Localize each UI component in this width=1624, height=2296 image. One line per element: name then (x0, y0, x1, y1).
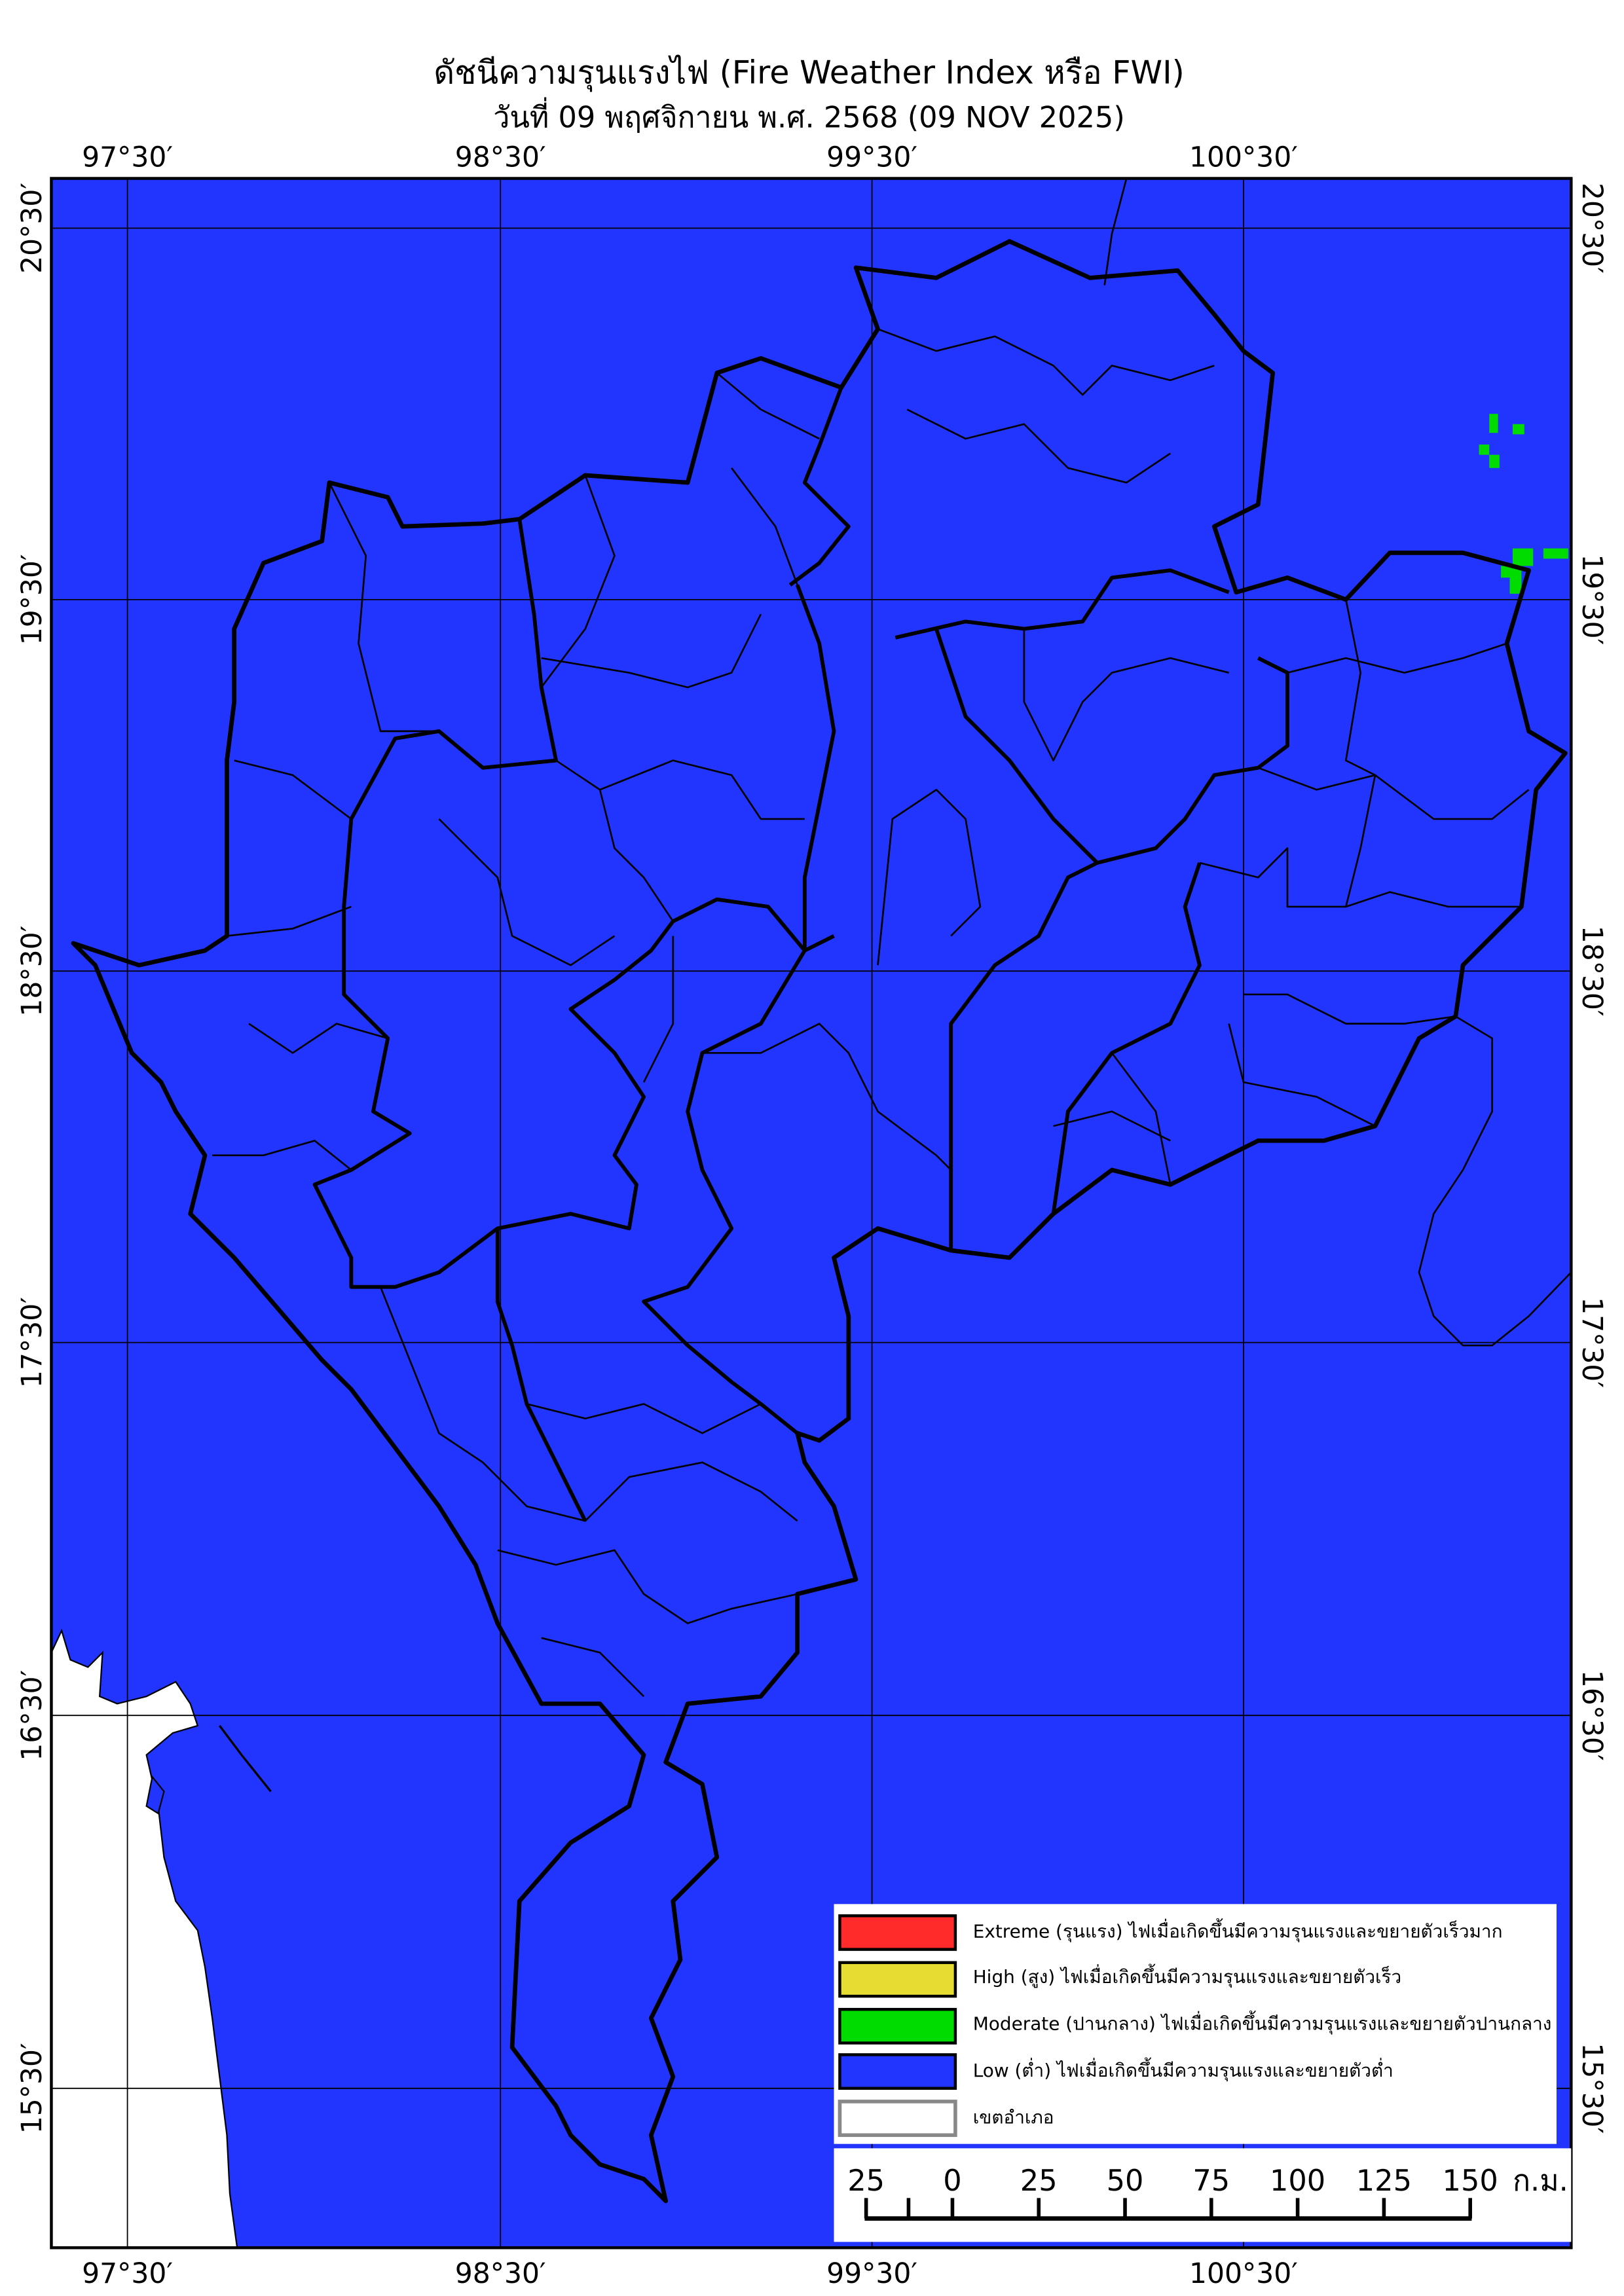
scale-tick-label: 125 (1356, 2164, 1412, 2198)
legend-label-district: เขตอำเภอ (973, 2106, 1054, 2128)
legend-label-high: High (สูง) ไฟเมื่อเกิดขึ้นมีความรุนแรงแล… (973, 1963, 1402, 1988)
lon-label-bottom: 99°30′ (826, 2258, 917, 2290)
lat-label-left: 19°30′ (16, 554, 48, 645)
scale-tick-label: 25 (1020, 2164, 1058, 2198)
legend-label-extreme: Extreme (รุนแรง) ไฟเมื่อเกิดขึ้นมีความรุ… (973, 1918, 1503, 1943)
legend: Extreme (รุนแรง) ไฟเมื่อเกิดขึ้นมีความรุ… (834, 1904, 1557, 2144)
scale-bar-box (834, 2148, 1572, 2242)
map-title: ดัชนีความรุนแรงไฟ (Fire Weather Index หร… (434, 53, 1184, 92)
moderate-fwi-pixels (1479, 414, 1568, 594)
scale-tick-label: 25 (847, 2164, 885, 2198)
longitude-labels: 97°30′ 98°30′ 99°30′ 100°30′ 97°30′ 98°3… (82, 142, 1298, 2290)
lon-label-bottom: 97°30′ (82, 2258, 173, 2290)
lat-label-left: 20°30′ (16, 183, 48, 274)
lon-label-bottom: 100°30′ (1189, 2258, 1298, 2290)
low-fwi-area (51, 178, 1572, 2248)
lat-label-right: 19°30′ (1576, 554, 1608, 645)
scale-tick-label: 75 (1192, 2164, 1230, 2198)
legend-label-moderate: Moderate (ปานกลาง) ไฟเมื่อเกิดขึ้นมีความ… (973, 2010, 1552, 2035)
scale-unit-label: ก.ม. (1513, 2164, 1568, 2198)
scale-tick-label: 150 (1443, 2164, 1498, 2198)
lat-label-right: 17°30′ (1576, 1297, 1608, 1388)
lon-label-bottom: 98°30′ (455, 2258, 546, 2290)
river-line (218, 1724, 272, 1793)
lon-label-top: 99°30′ (826, 142, 917, 174)
map-frame (50, 178, 1572, 2249)
latitude-labels: 20°30′ 19°30′ 18°30′ 17°30′ 16°30′ 15°30… (16, 183, 1608, 2134)
legend-swatch-high (838, 1961, 957, 1998)
scale-tick-label: 50 (1107, 2164, 1144, 2198)
district-boundaries (212, 178, 1572, 1698)
map-subtitle: วันที่ 09 พฤศจิกายน พ.ศ. 2568 (09 NOV 20… (493, 97, 1124, 134)
lat-label-right: 15°30′ (1576, 2043, 1608, 2134)
map-border (50, 177, 1573, 2250)
lat-label-left: 18°30′ (16, 926, 48, 1017)
legend-label-low: Low (ต่ำ) ไฟเมื่อเกิดขึ้นมีความรุนแรงและ… (973, 2057, 1393, 2082)
lat-label-left: 15°30′ (16, 2043, 48, 2134)
lat-label-right: 16°30′ (1576, 1670, 1608, 1761)
province-boundary (71, 239, 1568, 2204)
lon-label-top: 100°30′ (1189, 142, 1298, 174)
scale-tick-label: 0 (943, 2164, 961, 2198)
scale-bar: 25 0 25 50 75 100 125 150 ก.ม. (834, 2148, 1572, 2242)
legend-swatch-low (838, 2053, 957, 2090)
lat-label-right: 20°30′ (1576, 183, 1608, 274)
island (145, 1775, 165, 1815)
scale-tick-label: 100 (1270, 2164, 1325, 2198)
lon-label-top: 97°30′ (82, 142, 173, 174)
scale-bar-ticks (864, 2198, 1472, 2221)
inner-province-boundaries (312, 386, 1289, 1522)
legend-swatch-moderate (838, 2007, 957, 2045)
lat-label-right: 18°30′ (1576, 926, 1608, 1017)
legend-swatch-extreme (838, 1914, 957, 1951)
no-data-area (50, 1628, 238, 2249)
lat-label-left: 16°30′ (16, 1670, 48, 1761)
lon-label-top: 98°30′ (455, 142, 546, 174)
lat-label-left: 17°30′ (16, 1297, 48, 1388)
legend-swatch-district (838, 2100, 957, 2138)
